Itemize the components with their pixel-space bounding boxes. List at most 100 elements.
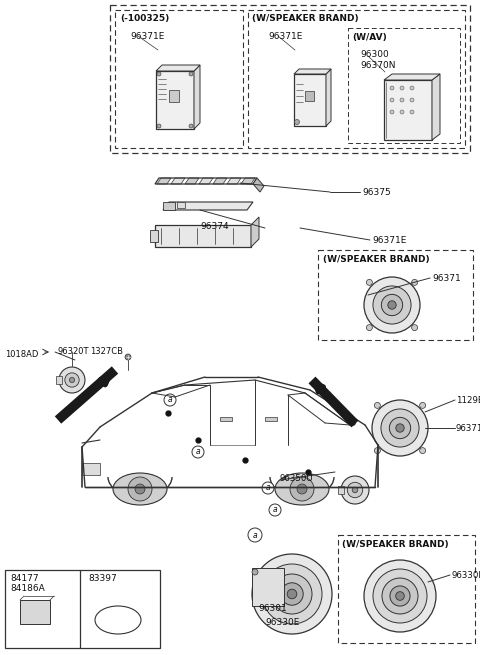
Circle shape (281, 583, 303, 605)
Circle shape (374, 447, 380, 454)
Bar (82, 463, 100, 475)
Circle shape (400, 86, 404, 90)
Circle shape (410, 86, 414, 90)
Text: 96370N: 96370N (360, 61, 396, 70)
Circle shape (341, 476, 369, 504)
Ellipse shape (275, 473, 329, 505)
Circle shape (348, 482, 363, 498)
Text: (W/SPEAKER BRAND): (W/SPEAKER BRAND) (252, 14, 359, 23)
Text: 96320T: 96320T (58, 347, 89, 356)
Text: 96330E: 96330E (452, 571, 480, 580)
Bar (177, 202, 185, 208)
Circle shape (381, 294, 403, 316)
Polygon shape (432, 74, 440, 140)
Text: 84177: 84177 (10, 574, 38, 583)
Bar (155, 225, 251, 247)
Circle shape (252, 554, 332, 634)
Circle shape (366, 325, 372, 331)
Text: 96300: 96300 (360, 50, 389, 59)
Circle shape (364, 560, 436, 632)
Text: a: a (252, 531, 257, 540)
Circle shape (390, 110, 394, 114)
Circle shape (157, 72, 161, 76)
Text: 96330E: 96330E (265, 618, 300, 627)
Polygon shape (194, 65, 200, 129)
Polygon shape (253, 178, 264, 192)
Circle shape (366, 280, 372, 286)
Text: a: a (168, 396, 172, 405)
Bar (294, 74, 326, 126)
Text: 96301: 96301 (258, 604, 287, 613)
Circle shape (374, 402, 380, 408)
Circle shape (373, 569, 427, 623)
Bar (220, 417, 232, 421)
Polygon shape (326, 69, 331, 126)
Circle shape (390, 98, 394, 102)
Polygon shape (163, 202, 253, 210)
Ellipse shape (113, 473, 167, 505)
Circle shape (396, 591, 404, 601)
Circle shape (389, 417, 410, 439)
Bar (115, 10, 243, 148)
Bar (163, 202, 175, 210)
Text: (W/SPEAKER BRAND): (W/SPEAKER BRAND) (323, 255, 430, 264)
Circle shape (297, 484, 307, 494)
Circle shape (400, 98, 404, 102)
Polygon shape (251, 217, 259, 247)
Text: a: a (273, 506, 277, 514)
Bar (252, 568, 284, 606)
Circle shape (420, 402, 426, 408)
Circle shape (287, 590, 297, 599)
Polygon shape (294, 69, 331, 74)
Circle shape (410, 98, 414, 102)
Circle shape (262, 482, 274, 494)
Bar (110, 5, 470, 153)
Text: 96350U: 96350U (280, 474, 314, 483)
Circle shape (382, 578, 418, 614)
Circle shape (400, 110, 404, 114)
Text: (W/AV): (W/AV) (352, 33, 387, 42)
Circle shape (248, 528, 262, 542)
Text: 84186A: 84186A (10, 584, 45, 593)
Circle shape (290, 477, 314, 501)
Circle shape (269, 504, 281, 516)
Polygon shape (213, 178, 227, 184)
Polygon shape (227, 178, 241, 184)
Text: 96375: 96375 (362, 188, 391, 197)
Polygon shape (241, 178, 255, 184)
Bar (384, 80, 432, 140)
Circle shape (412, 325, 418, 331)
Bar (248, 10, 465, 148)
Circle shape (381, 409, 419, 447)
Bar (156, 71, 194, 129)
Circle shape (189, 124, 193, 128)
Polygon shape (199, 178, 213, 184)
Circle shape (164, 394, 176, 406)
Bar (338, 486, 344, 494)
Polygon shape (384, 74, 440, 80)
Polygon shape (157, 178, 171, 184)
Text: 96371: 96371 (432, 274, 461, 283)
Circle shape (262, 564, 322, 624)
Text: 96374: 96374 (200, 222, 228, 231)
Bar (265, 417, 277, 421)
Circle shape (125, 354, 131, 360)
Text: 96371E: 96371E (372, 236, 407, 245)
Circle shape (252, 569, 258, 575)
Bar (348, 28, 460, 143)
Circle shape (372, 400, 428, 456)
Circle shape (70, 377, 74, 383)
Circle shape (59, 367, 85, 393)
Text: 96371E: 96371E (130, 32, 164, 41)
Text: 1129EE: 1129EE (456, 396, 480, 405)
Circle shape (410, 110, 414, 114)
Circle shape (412, 280, 418, 286)
Circle shape (364, 277, 420, 333)
Text: a: a (196, 447, 200, 457)
Polygon shape (185, 178, 199, 184)
Circle shape (65, 373, 79, 387)
Text: (-100325): (-100325) (120, 14, 169, 23)
Bar (169, 90, 179, 102)
Circle shape (420, 447, 426, 454)
Circle shape (192, 446, 204, 458)
